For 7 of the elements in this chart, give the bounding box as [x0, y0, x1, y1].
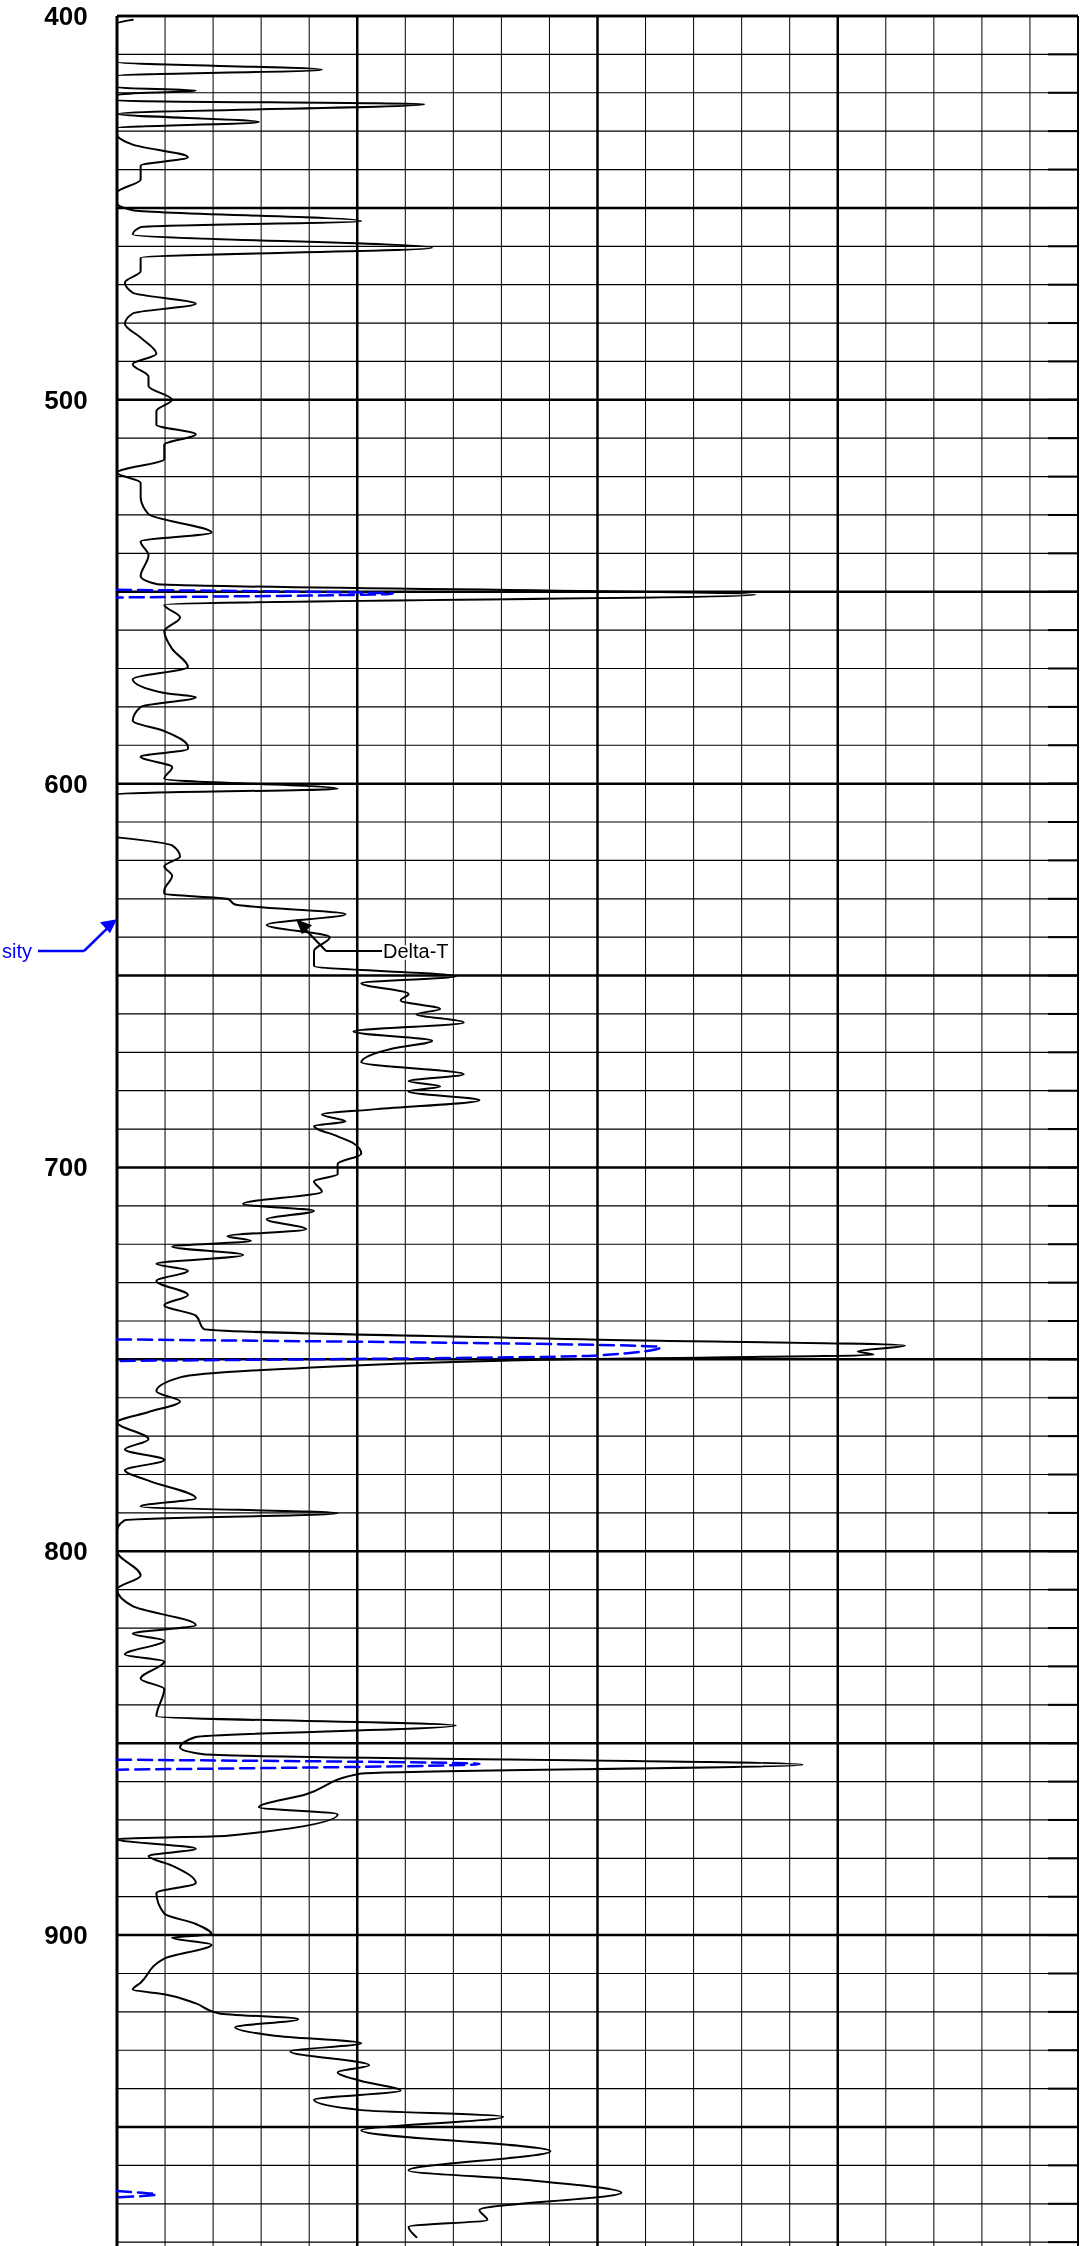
- y-tick-label: 800: [44, 1536, 88, 1567]
- text: sity: [2, 939, 32, 962]
- y-tick-label: 900: [44, 1920, 88, 1951]
- y-tick-label: 500: [44, 384, 88, 415]
- y-tick-label: 600: [44, 768, 88, 799]
- y-tick-label: 700: [44, 1152, 88, 1183]
- y-tick-label: 400: [44, 1, 88, 31]
